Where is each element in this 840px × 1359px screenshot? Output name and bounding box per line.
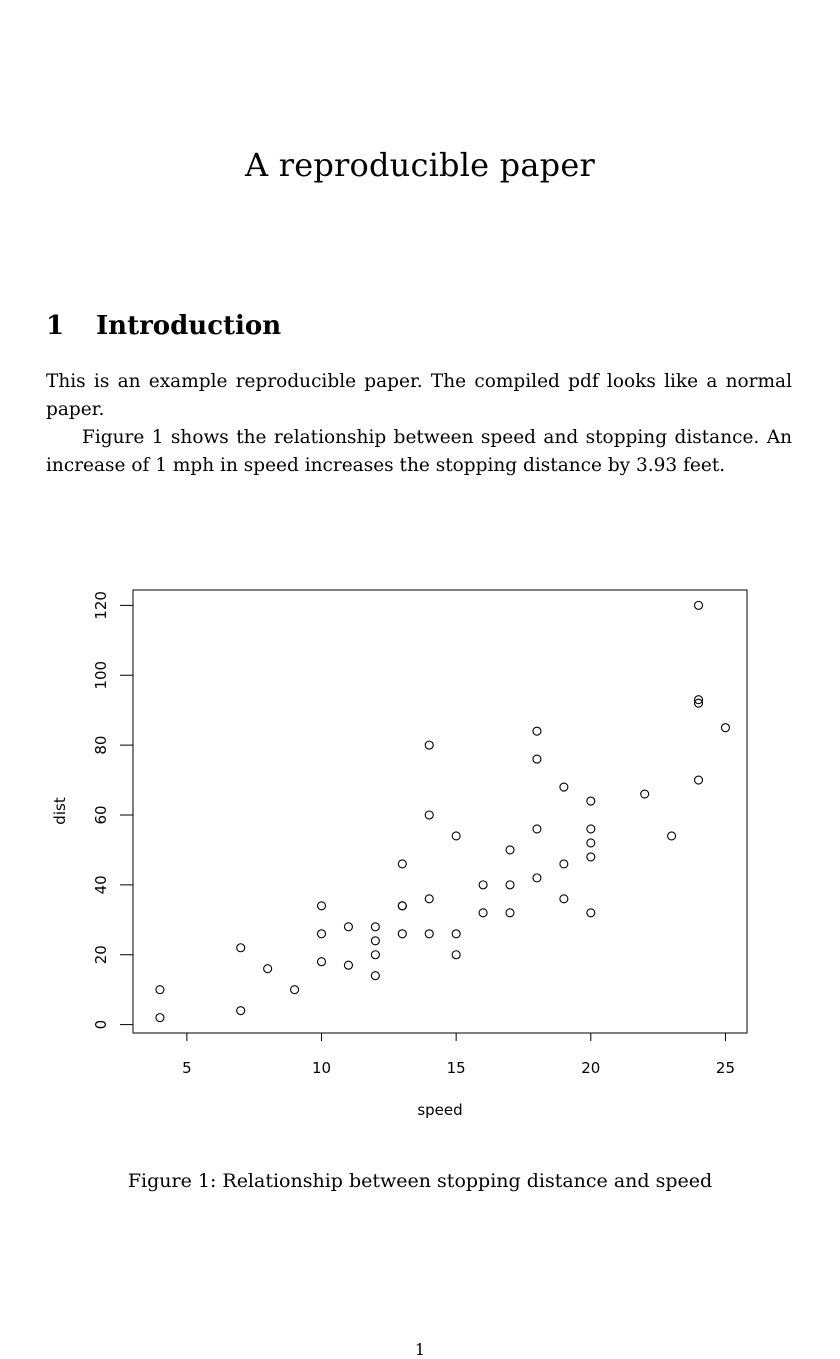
y-tick-label: 60	[92, 805, 110, 824]
y-tick-label: 80	[92, 736, 110, 755]
data-point	[451, 831, 461, 841]
data-point	[532, 754, 542, 764]
data-point	[236, 1006, 246, 1016]
data-point	[424, 894, 434, 904]
data-point	[693, 695, 704, 705]
data-point	[532, 873, 542, 883]
data-point	[397, 929, 407, 939]
section-number: 1	[46, 311, 65, 341]
data-point	[316, 929, 327, 939]
x-tick-label: 5	[182, 1059, 192, 1077]
section-title: Introduction	[96, 311, 282, 341]
data-point	[693, 775, 704, 785]
data-point	[693, 600, 704, 610]
data-point	[370, 950, 380, 960]
section-heading: 1 Introduction	[46, 311, 281, 341]
data-point	[478, 880, 488, 890]
y-axis-label: dist	[51, 797, 69, 825]
data-point	[505, 880, 515, 890]
page-number: 1	[414, 1340, 426, 1359]
data-point	[505, 908, 515, 918]
data-point	[155, 985, 165, 995]
data-point	[370, 922, 380, 932]
data-point	[640, 789, 650, 799]
y-tick-label: 0	[92, 1020, 110, 1030]
plot-frame	[132, 589, 748, 1034]
data-point	[451, 929, 461, 939]
data-point	[720, 723, 731, 733]
data-points	[155, 600, 731, 1023]
data-point	[693, 698, 704, 708]
data-point	[424, 929, 434, 939]
data-point	[397, 901, 407, 911]
paper-title: A reproducible paper	[245, 146, 595, 184]
data-point	[586, 824, 596, 834]
data-point	[343, 922, 353, 932]
data-point	[559, 782, 569, 792]
y-tick-label: 40	[92, 875, 110, 894]
figure-caption: Figure 1: Relationship between stopping …	[127, 1170, 713, 1192]
x-tick-label: 20	[581, 1059, 600, 1077]
data-point	[667, 831, 677, 841]
data-point	[343, 960, 353, 970]
data-point	[532, 726, 542, 736]
data-point	[559, 894, 569, 904]
data-point	[478, 908, 488, 918]
data-point	[316, 957, 327, 967]
paragraph-intro: This is an example reproducible paper. T…	[46, 371, 792, 420]
data-point	[370, 936, 380, 946]
x-axis-label: speed	[417, 1101, 462, 1119]
data-point	[397, 859, 407, 869]
data-point	[505, 845, 515, 855]
data-point	[586, 852, 596, 862]
x-tick-label: 25	[716, 1059, 735, 1077]
data-point	[316, 901, 327, 911]
data-point	[236, 943, 246, 953]
data-point	[586, 908, 596, 918]
data-point	[370, 971, 380, 981]
data-point	[586, 838, 596, 848]
data-point	[559, 859, 569, 869]
scatter-chart: 5 10 15 20 25 0 20 40 60 80 100 120 speed dist	[51, 589, 748, 1119]
x-axis: 5 10 15 20 25	[182, 1032, 735, 1077]
x-tick-label: 15	[447, 1059, 466, 1077]
data-point	[424, 810, 434, 820]
y-tick-label: 20	[92, 945, 110, 964]
data-point	[263, 964, 273, 974]
figure-1: 5 10 15 20 25 0 20 40 60 80 100 120 speed dist	[0, 560, 840, 1140]
data-point	[424, 740, 434, 750]
data-point	[290, 985, 300, 995]
y-tick-label: 100	[92, 661, 110, 690]
data-point	[586, 796, 596, 806]
paragraph-figure-reference: Figure 1 shows the relationship between …	[46, 427, 792, 476]
y-tick-label: 120	[92, 591, 110, 620]
x-tick-label: 10	[312, 1059, 331, 1077]
data-point	[155, 1013, 165, 1023]
y-axis: 0 20 40 60 80 100 120	[92, 591, 134, 1030]
data-point	[451, 950, 461, 960]
data-point	[532, 824, 542, 834]
